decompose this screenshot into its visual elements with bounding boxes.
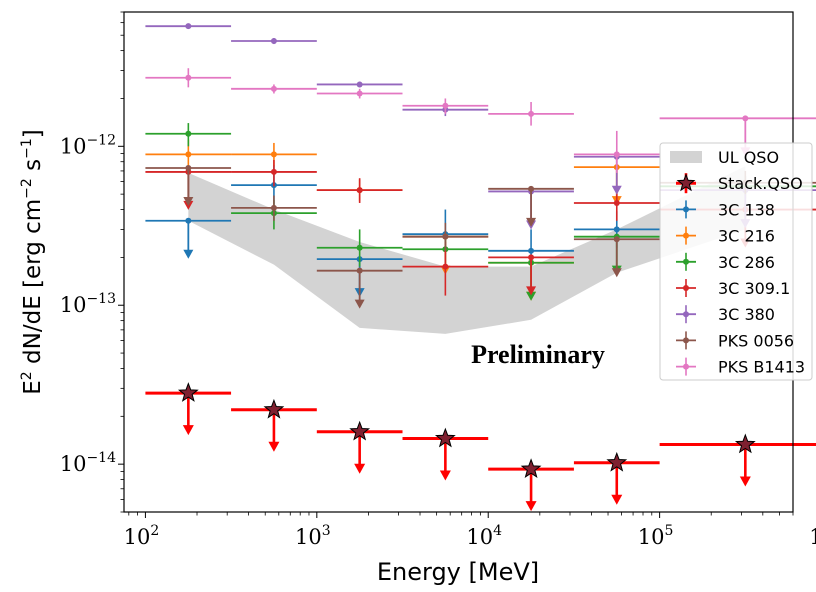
legend-marker [676,173,696,192]
legend-marker [683,337,689,344]
upper-limit-arrow-head [526,291,537,301]
legend-entry: PKS B1413 [676,357,805,377]
upper-limit-arrow-head [183,197,194,207]
upper-limit-arrow-head [611,494,623,505]
upper-limit-arrow-head [354,299,365,309]
upper-limit-arrow-head [526,217,537,227]
data-point [442,233,449,240]
legend-entry: PKS 0056 [676,331,794,350]
legend-label: PKS 0056 [718,331,794,350]
y-tick-label: 10−14 [60,450,116,476]
data-point [185,165,192,172]
y-axis-label: E2 dN/dE [erg cm−2 s−1] [19,129,46,394]
x-ticks: 102 103 104 105 106 [124,512,816,549]
x-tick-label: 106 [809,523,816,549]
data-point [356,90,363,97]
legend-entry: 3C 216 [676,226,775,246]
data-point [613,226,620,233]
series-stack-qso [145,382,816,512]
legend-label: Stack.QSO [718,174,803,193]
x-tick-label: 105 [638,523,674,549]
data-point [356,81,363,88]
legend-label: PKS B1413 [718,358,805,377]
upper-limit-arrow-head [439,470,451,481]
data-point [185,151,192,158]
upper-limit-arrow-head [611,185,622,195]
ul-band [188,166,746,334]
legend-marker [683,311,689,318]
legend-box [659,142,813,381]
legend-entry: UL QSO [670,148,779,167]
data-point [270,204,277,211]
data-point [742,115,749,122]
data-point [356,244,363,251]
legend-entry: 3C 309.1 [676,279,790,298]
legend-entry: Stack.QSO [676,173,803,194]
upper-limit-arrow-head [525,501,537,512]
y-tick-label: 10−12 [60,132,116,158]
data-point [270,37,277,44]
legend-marker [683,363,689,370]
data-point [185,74,192,81]
y-ticks: 10−14 10−13 10−12 [60,11,124,513]
legend-label: 3C 138 [718,200,775,219]
series-pks-b1413 [145,68,816,173]
data-point [270,151,277,158]
legend-marker [683,285,689,291]
data-point [356,187,363,194]
legend-label: 3C 286 [718,253,775,272]
data-point [734,433,756,454]
preliminary-annotation: Preliminary [471,340,605,369]
data-point [520,458,542,479]
upper-limit-arrow-head [354,463,366,474]
upper-limit-arrow-head [183,249,194,259]
upper-limit-arrow-head [182,425,194,436]
legend-label: 3C 309.1 [718,279,790,298]
legend-entry: 3C 286 [676,253,775,272]
x-tick-label: 103 [295,523,331,549]
data-point [613,236,620,243]
upper-limit-arrow-head [268,441,280,452]
x-tick-label: 102 [124,523,160,549]
data-point [442,102,449,109]
data-point [442,263,449,270]
x-axis-label: Energy [MeV] [377,558,539,586]
legend-swatch [670,151,702,163]
upper-limit-arrow-head [611,268,622,278]
legend-marker [683,206,689,213]
data-point [185,130,192,137]
legend-entry: 3C 380 [676,305,775,324]
data-point [528,185,535,192]
legend-label: 3C 216 [718,227,775,246]
data-point [270,85,277,92]
ul-band-layer [188,166,746,334]
data-point [434,427,456,448]
legend-label: 3C 380 [718,305,775,324]
data-point [528,254,535,261]
legend-marker [683,258,689,265]
upper-limit-arrow-head [526,286,537,296]
data-point [613,151,620,158]
data-point [177,382,199,402]
data-point [613,199,620,206]
legend-label: UL QSO [718,148,779,167]
data-point [356,267,363,274]
legend-entry: 3C 138 [676,200,775,219]
data-point [528,110,535,117]
y-tick-label: 10−13 [60,291,116,317]
data-point [528,247,535,254]
data-point [606,451,628,472]
series-layer [145,23,816,512]
upper-limit-arrow-head [739,476,751,487]
data-point [349,420,371,441]
data-point [270,168,277,175]
data-point [263,398,285,419]
x-tick-label: 104 [466,523,502,549]
data-point [185,23,192,30]
data-point [185,217,192,224]
legend: UL QSO Stack.QSO 3C 138 3C 216 3C 286 3C 309.… [659,142,813,381]
legend-marker [683,232,689,239]
